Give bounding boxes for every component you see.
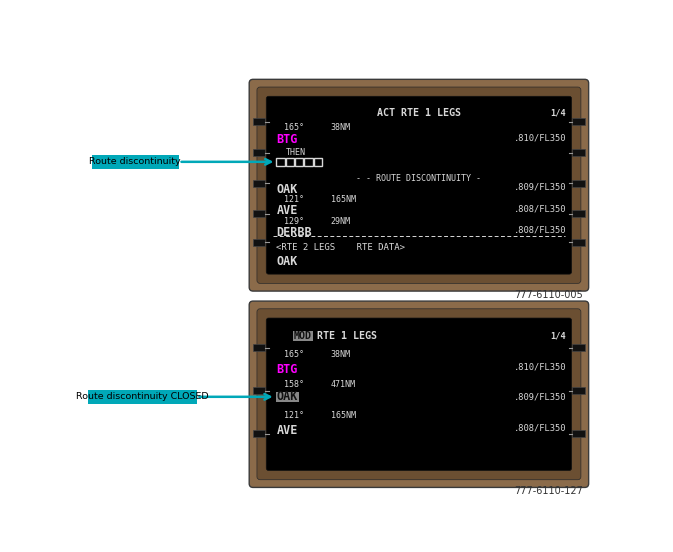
Text: - - ROUTE DISCONTINUITY -: - - ROUTE DISCONTINUITY - bbox=[357, 174, 481, 183]
Text: OAK: OAK bbox=[277, 254, 297, 268]
Bar bbox=[572, 149, 585, 156]
Bar bbox=[572, 344, 585, 351]
Bar bbox=[253, 180, 265, 187]
Bar bbox=[572, 430, 585, 437]
Text: Route discontinuity: Route discontinuity bbox=[90, 157, 181, 166]
FancyBboxPatch shape bbox=[267, 318, 571, 470]
Text: 38NM: 38NM bbox=[330, 123, 351, 132]
Text: MOD: MOD bbox=[293, 331, 312, 341]
Bar bbox=[253, 239, 265, 246]
Text: 1/4: 1/4 bbox=[551, 331, 566, 341]
Bar bbox=[253, 387, 265, 394]
Bar bbox=[277, 158, 285, 166]
Text: 38NM: 38NM bbox=[330, 350, 351, 359]
Text: AVE: AVE bbox=[277, 424, 297, 437]
Text: 471NM: 471NM bbox=[330, 380, 355, 389]
Bar bbox=[92, 155, 178, 169]
Text: <RTE 2 LEGS    RTE DATA>: <RTE 2 LEGS RTE DATA> bbox=[277, 243, 405, 252]
Text: BTG: BTG bbox=[277, 363, 297, 376]
Text: OAK: OAK bbox=[277, 183, 297, 196]
Bar bbox=[253, 119, 265, 125]
Text: .810/FL350: .810/FL350 bbox=[513, 363, 566, 372]
Text: 777-6110-127: 777-6110-127 bbox=[514, 486, 583, 496]
Text: 165°: 165° bbox=[284, 350, 304, 359]
Text: 121°: 121° bbox=[284, 195, 304, 204]
Text: 158°: 158° bbox=[284, 380, 304, 389]
Text: 129°: 129° bbox=[284, 216, 304, 226]
Text: ACT RTE 1 LEGS: ACT RTE 1 LEGS bbox=[377, 109, 461, 119]
Bar bbox=[572, 210, 585, 217]
Bar bbox=[285, 158, 294, 166]
Bar bbox=[253, 210, 265, 217]
Text: .808/FL350: .808/FL350 bbox=[513, 424, 566, 433]
Text: THEN: THEN bbox=[285, 148, 306, 157]
Text: 165NM: 165NM bbox=[330, 411, 355, 420]
Bar bbox=[572, 239, 585, 246]
Text: .808/FL350: .808/FL350 bbox=[513, 226, 566, 235]
Text: 165NM: 165NM bbox=[330, 195, 355, 204]
Text: RTE 1 LEGS: RTE 1 LEGS bbox=[316, 331, 377, 341]
FancyBboxPatch shape bbox=[257, 87, 581, 283]
FancyBboxPatch shape bbox=[249, 79, 589, 291]
Bar bbox=[572, 387, 585, 394]
Bar bbox=[88, 390, 197, 404]
Text: BTG: BTG bbox=[277, 133, 297, 146]
FancyBboxPatch shape bbox=[257, 309, 581, 480]
Text: 165°: 165° bbox=[284, 123, 304, 132]
Text: .808/FL350: .808/FL350 bbox=[513, 204, 566, 213]
Text: 29NM: 29NM bbox=[330, 216, 351, 226]
Bar bbox=[572, 119, 585, 125]
Text: 1/4: 1/4 bbox=[551, 109, 566, 118]
Text: .809/FL350: .809/FL350 bbox=[513, 183, 566, 192]
Bar bbox=[253, 149, 265, 156]
Text: Route discontinuity CLOSED: Route discontinuity CLOSED bbox=[76, 392, 209, 401]
Bar bbox=[293, 331, 313, 341]
Text: OAK: OAK bbox=[277, 390, 298, 404]
Bar bbox=[304, 158, 313, 166]
Bar bbox=[275, 392, 299, 402]
Bar bbox=[295, 158, 304, 166]
Bar bbox=[314, 158, 322, 166]
Text: 121°: 121° bbox=[284, 411, 304, 420]
FancyBboxPatch shape bbox=[267, 96, 571, 274]
Text: 777-6110-005: 777-6110-005 bbox=[514, 290, 583, 300]
Text: AVE: AVE bbox=[277, 204, 297, 217]
Bar bbox=[572, 180, 585, 187]
Text: DERBB: DERBB bbox=[277, 226, 312, 238]
FancyBboxPatch shape bbox=[249, 301, 589, 487]
Bar bbox=[253, 344, 265, 351]
Text: .809/FL350: .809/FL350 bbox=[513, 392, 566, 401]
Bar bbox=[253, 430, 265, 437]
Text: .810/FL350: .810/FL350 bbox=[513, 133, 566, 142]
